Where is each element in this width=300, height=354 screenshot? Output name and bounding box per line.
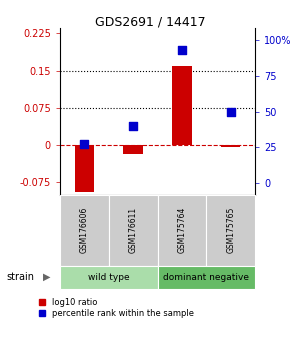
Text: GSM175764: GSM175764 [177, 207, 186, 253]
Bar [172, 65, 192, 145]
Text: GSM175765: GSM175765 [226, 207, 235, 253]
Point [131, 123, 136, 129]
Text: dominant negative: dominant negative [163, 273, 249, 281]
Text: GDS2691 / 14417: GDS2691 / 14417 [95, 16, 205, 29]
Text: ▶: ▶ [43, 272, 50, 282]
Bar [123, 145, 143, 154]
Text: strain: strain [6, 272, 34, 282]
Legend: log10 ratio, percentile rank within the sample: log10 ratio, percentile rank within the … [34, 295, 198, 322]
Bar [75, 145, 94, 192]
Bar [221, 145, 240, 147]
Text: GSM176611: GSM176611 [129, 207, 138, 253]
Text: GSM176606: GSM176606 [80, 207, 89, 253]
Point [228, 109, 233, 114]
Point [179, 47, 184, 53]
Text: wild type: wild type [88, 273, 130, 281]
Point [82, 142, 87, 147]
